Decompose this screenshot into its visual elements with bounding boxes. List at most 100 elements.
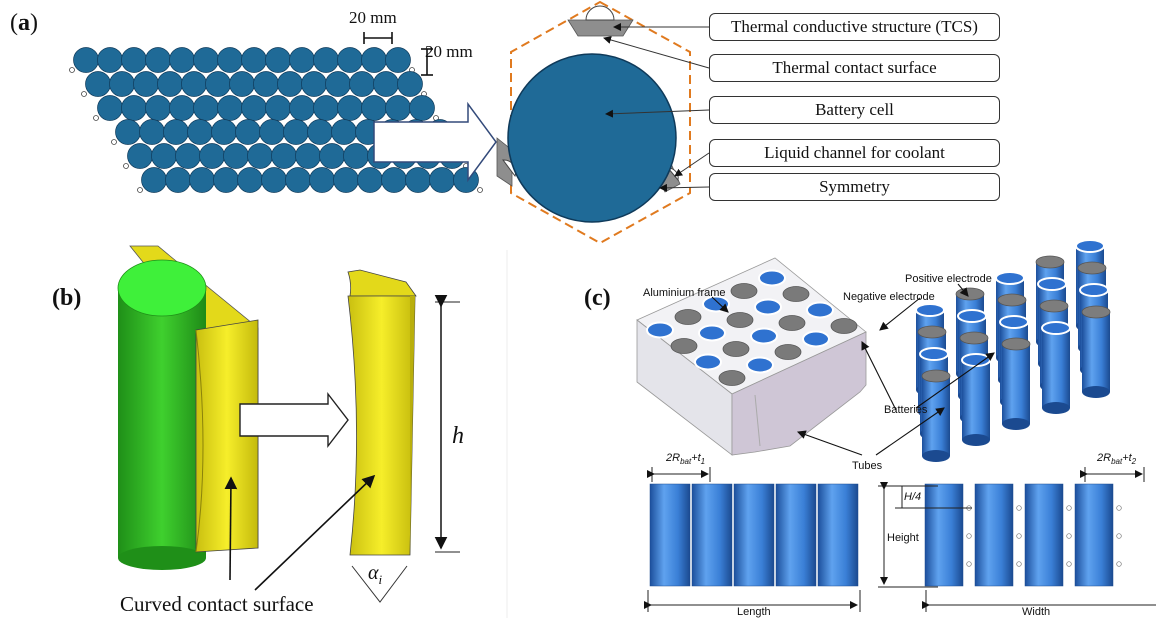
battery-cell-small bbox=[361, 95, 387, 121]
battery-tube bbox=[1001, 337, 1031, 430]
angle-symbol: αi bbox=[368, 562, 382, 588]
battery-cell-small bbox=[189, 167, 215, 193]
positive-electrode-top bbox=[802, 330, 830, 348]
pitch-left-sub: bat bbox=[680, 457, 692, 467]
tcs-extraction-illustration bbox=[117, 245, 460, 603]
battery-tube bbox=[961, 353, 991, 446]
battery-cell-small bbox=[331, 119, 357, 145]
battery-cell-small bbox=[361, 47, 387, 73]
label-pitch-left: 2Rbat+t1 bbox=[666, 452, 705, 466]
pitch-right-prefix: 2R bbox=[1097, 452, 1112, 464]
paren-open: ( bbox=[10, 10, 18, 36]
positive-electrode-top bbox=[646, 321, 674, 339]
negative-electrode-top bbox=[782, 286, 810, 302]
battery-cell-small bbox=[187, 119, 213, 145]
battery-cell-small bbox=[223, 143, 249, 169]
battery-cell-small bbox=[319, 143, 345, 169]
battery-array bbox=[69, 47, 483, 193]
pitch-right-suffix: +t bbox=[1122, 452, 1132, 464]
pitch-left-suffix: +t bbox=[691, 452, 701, 464]
tcs-dot bbox=[81, 91, 87, 97]
label-batteries: Batteries bbox=[884, 404, 928, 416]
negative-electrode-top bbox=[674, 309, 702, 325]
negative-electrode-top bbox=[830, 318, 858, 334]
pitch-left-sub2: 1 bbox=[700, 457, 706, 467]
panel-a-letter: a bbox=[18, 10, 30, 36]
negative-electrode-top bbox=[726, 312, 754, 328]
battery-cell-small bbox=[145, 47, 171, 73]
battery-front bbox=[1024, 483, 1072, 587]
battery-front bbox=[775, 483, 817, 587]
battery-cell-small bbox=[235, 119, 261, 145]
callout-battery-cell: Battery cell bbox=[709, 96, 1000, 124]
battery-cell-small bbox=[205, 71, 231, 97]
battery-cell-small bbox=[313, 95, 339, 121]
pitch-right-sub2: 2 bbox=[1131, 457, 1137, 467]
label-length: Length bbox=[737, 606, 771, 618]
battery-cell-small bbox=[343, 143, 369, 169]
battery-cell-small bbox=[271, 143, 297, 169]
positive-electrode-top bbox=[758, 269, 786, 287]
dim-vertical-label: 20 mm bbox=[425, 42, 473, 61]
battery-cell-small bbox=[247, 143, 273, 169]
battery-cell-small bbox=[385, 95, 411, 121]
battery-tube bbox=[921, 369, 951, 462]
height-symbol: h bbox=[452, 423, 464, 449]
tcs-dot bbox=[93, 115, 99, 121]
aluminium-frame-block bbox=[636, 257, 867, 456]
battery-cell-small bbox=[145, 95, 171, 121]
battery-cell-small bbox=[289, 47, 315, 73]
battery-cell-small bbox=[295, 143, 321, 169]
paren-close: ) bbox=[30, 10, 38, 36]
battery-cell-small bbox=[277, 71, 303, 97]
battery-cell-small bbox=[289, 95, 315, 121]
negative-electrode-top bbox=[778, 315, 806, 331]
tcs-dot bbox=[477, 187, 483, 193]
negative-electrode-top bbox=[730, 283, 758, 299]
battery-cell-small bbox=[181, 71, 207, 97]
positive-electrode-top bbox=[746, 356, 774, 374]
negative-electrode-top bbox=[670, 338, 698, 354]
battery-cell-small bbox=[141, 167, 167, 193]
negative-electrode-top bbox=[722, 341, 750, 357]
battery-cell-small bbox=[265, 95, 291, 121]
label-tubes: Tubes bbox=[852, 460, 883, 472]
battery-cell-small bbox=[151, 143, 177, 169]
battery-cell-small bbox=[337, 95, 363, 121]
battery-cell-small bbox=[261, 167, 287, 193]
battery-cell-small bbox=[301, 71, 327, 97]
panel-c-leaders bbox=[711, 283, 995, 456]
battery-cell-small bbox=[381, 167, 407, 193]
dim-horizontal-label: 20 mm bbox=[349, 8, 397, 27]
battery-cell-small bbox=[199, 143, 225, 169]
battery-cell-small bbox=[357, 167, 383, 193]
battery-cell-small bbox=[397, 71, 423, 97]
tcs-dot bbox=[69, 67, 75, 73]
battery-front bbox=[649, 483, 691, 587]
battery-tube bbox=[1081, 305, 1111, 398]
battery-cell-small bbox=[429, 167, 455, 193]
positive-electrode-top bbox=[698, 324, 726, 342]
battery-cell-small bbox=[405, 167, 431, 193]
battery-cell-small bbox=[313, 47, 339, 73]
positive-electrode-top bbox=[754, 298, 782, 316]
battery-cell-small bbox=[229, 71, 255, 97]
curved-contact-surface-caption: Curved contact surface bbox=[120, 592, 314, 616]
battery-cell-small bbox=[157, 71, 183, 97]
battery-cell-small bbox=[211, 119, 237, 145]
battery-cell-small bbox=[133, 71, 159, 97]
battery-cell-small bbox=[349, 71, 375, 97]
battery-front bbox=[817, 483, 859, 587]
battery-cell-small bbox=[175, 143, 201, 169]
battery-cell-small bbox=[193, 95, 219, 121]
battery-cell-small bbox=[333, 167, 359, 193]
liquid-channels bbox=[502, 5, 679, 182]
battery-front bbox=[974, 483, 1022, 587]
pitch-right-sub: bat bbox=[1111, 457, 1123, 467]
positive-electrode-top bbox=[694, 353, 722, 371]
battery-cell-small bbox=[121, 47, 147, 73]
battery-cell-small bbox=[163, 119, 189, 145]
callout-leaders bbox=[603, 23, 710, 192]
battery-front bbox=[924, 483, 972, 587]
